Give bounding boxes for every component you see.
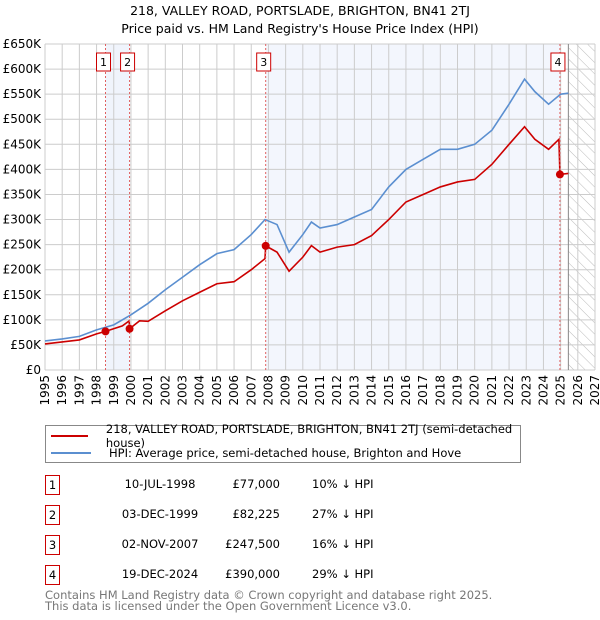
legend-item-property: 218, VALLEY ROAD, PORTSLADE, BRIGHTON, B… [46,422,520,450]
x-tick-label: 2020 [468,375,482,406]
sale-price: £77,000 [232,477,280,491]
sale-row: 1 10-JUL-1998 £77,000 10% ↓ HPI [45,475,445,495]
x-tick-label: 2009 [279,375,293,406]
y-tick-label: £0 [26,363,41,377]
x-tick-label: 2021 [485,375,499,406]
sale-point [261,241,270,250]
legend-item-hpi: HPI: Average price, semi-detached house,… [46,444,461,461]
x-tick-label: 2026 [571,375,585,406]
sale-date: 10-JUL-1998 [124,477,196,491]
sale-date: 02-NOV-2007 [121,537,199,551]
sale-label-number: 2 [124,56,131,69]
x-tick-label: 1997 [72,375,86,406]
x-tick-label: 2006 [227,375,241,406]
sale-label-box [256,52,272,72]
sale-label-number: 4 [554,56,561,69]
legend-swatch-red [51,434,88,437]
x-tick-label: 2017 [416,375,430,406]
sale-price: £247,500 [225,537,280,551]
footer-licence: This data is licensed under the Open Gov… [45,599,412,613]
x-tick-label: 1999 [107,375,121,406]
x-tick-label: 2000 [124,375,138,406]
y-tick-label: £500K [3,112,43,126]
x-tick-label: 2011 [313,375,327,406]
forecast-hatch [568,44,595,370]
x-tick-label: 2014 [365,375,379,406]
y-tick-label: £350K [3,187,43,201]
x-tick-label: 1995 [38,375,52,406]
footer-copyright: Contains HM Land Registry data © Crown c… [45,588,493,602]
x-tick-label: 1996 [55,375,69,406]
y-tick-label: £600K [3,62,43,76]
y-tick-label: £450K [3,137,43,151]
x-tick-label: 2003 [176,375,190,406]
sale-label-box [550,52,566,72]
sale-number: 2 [45,505,60,525]
x-tick-label: 2001 [141,375,155,406]
legend-swatch-blue [51,451,91,454]
y-tick-label: £550K [3,87,43,101]
x-tick-label: 2025 [554,375,568,406]
sale-label-number: 3 [260,56,267,69]
sale-label-number: 1 [100,56,107,69]
sale-row: 2 03-DEC-1999 £82,225 27% ↓ HPI [45,505,445,525]
x-tick-label: 2027 [588,375,600,406]
x-tick-label: 2018 [433,375,447,406]
sale-date: 03-DEC-1999 [121,507,199,521]
legend: 218, VALLEY ROAD, PORTSLADE, BRIGHTON, B… [45,422,521,463]
y-tick-label: £150K [3,288,43,302]
legend-label: 218, VALLEY ROAD, PORTSLADE, BRIGHTON, B… [105,421,513,450]
x-tick-label: 2012 [330,375,344,406]
x-tick-label: 2002 [158,375,172,406]
sale-point [125,324,134,333]
legend-label: HPI: Average price, semi-detached house,… [109,445,462,460]
x-tick-label: 2004 [193,375,207,406]
sale-hpi-diff: 16% ↓ HPI [312,537,374,551]
x-tick-label: 2019 [451,375,465,406]
y-tick-label: £400K [3,162,43,176]
y-tick-label: £650K [3,37,43,51]
y-tick-label: £300K [3,213,43,227]
shaded-period-1-2 [105,44,130,370]
chart-subtitle: Price paid vs. HM Land Registry's House … [121,21,479,36]
x-tick-label: 2007 [244,375,258,406]
x-tick-label: 2005 [210,375,224,406]
sale-row: 3 02-NOV-2007 £247,500 16% ↓ HPI [45,535,445,555]
y-tick-label: £100K [3,313,43,327]
sale-price: £390,000 [225,567,280,581]
sale-number: 1 [45,475,60,495]
sale-hpi-diff: 27% ↓ HPI [312,507,374,521]
x-tick-label: 2023 [519,375,533,406]
sale-row: 4 19-DEC-2024 £390,000 29% ↓ HPI [45,565,445,585]
sale-number: 4 [45,565,60,585]
series-line [44,77,569,342]
chart-title: 218, VALLEY ROAD, PORTSLADE, BRIGHTON, B… [130,3,470,18]
x-tick-label: 2010 [296,375,310,406]
sale-number: 3 [45,535,60,555]
y-tick-label: £50K [10,338,42,352]
sale-point [555,170,564,179]
y-tick-label: £200K [3,263,43,277]
x-tick-label: 2008 [261,375,275,406]
sale-label-box [120,52,136,72]
price-chart: 1995 1996 1997 1998 1999 2000 2001 2002 2003 2004… [3,37,600,406]
shaded-period-3-4 [265,44,560,370]
sale-hpi-diff: 29% ↓ HPI [312,567,374,581]
y-tick-label: £250K [3,238,43,252]
sale-label-box [96,52,111,72]
x-tick-label: 2015 [382,375,396,406]
x-tick-label: 1998 [90,375,104,406]
sale-price: £82,225 [232,507,280,521]
sale-point [101,327,110,336]
sale-hpi-diff: 10% ↓ HPI [312,477,374,491]
x-tick-label: 2024 [536,375,550,406]
x-tick-label: 2013 [347,375,361,406]
x-tick-label: 2022 [502,375,516,406]
x-tick-label: 2016 [399,375,413,406]
sale-date: 19-DEC-2024 [121,567,199,581]
